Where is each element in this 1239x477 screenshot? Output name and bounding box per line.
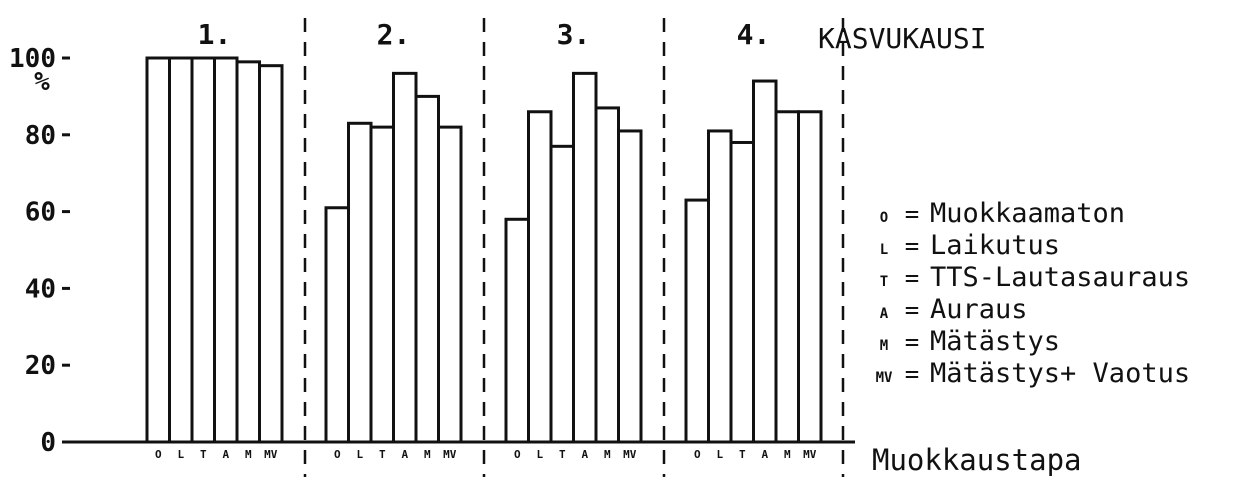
legend-entry: M = Mätästys — [880, 326, 1060, 357]
bar-group: 1. O L T A M MV — [145, 18, 284, 461]
category-tick-label: O — [334, 448, 341, 461]
category-tick-label: T — [559, 448, 566, 461]
category-tick-label: O — [514, 448, 521, 461]
legend-entry: O = Muokkaamaton — [880, 198, 1125, 229]
category-tick-label: M — [424, 448, 431, 461]
bar — [707, 129, 733, 444]
bar — [774, 110, 800, 444]
category-tick-label: MV — [443, 448, 457, 461]
bar — [213, 56, 239, 444]
x-axis-label: Muokkaustapa — [872, 443, 1082, 477]
legend-equals: = — [905, 200, 919, 228]
legend-equals: = — [905, 328, 919, 356]
category-tick-label: A — [401, 448, 408, 461]
bar — [729, 140, 755, 444]
category-tick-label: M — [604, 448, 611, 461]
category-tick-label: A — [222, 448, 229, 461]
bar — [527, 110, 553, 444]
y-unit-label: % — [34, 67, 50, 97]
category-tick-label: M — [245, 448, 252, 461]
bar — [752, 79, 778, 444]
y-tick-label: 40 — [25, 274, 56, 304]
category-tick-label: M — [784, 448, 791, 461]
legend-text: Mätästys+ Vaotus — [930, 358, 1190, 389]
legend-entry: MV = Mätästys+ Vaotus — [876, 358, 1191, 389]
category-tick-label: L — [536, 448, 543, 461]
bar — [168, 56, 194, 444]
bar — [190, 56, 216, 444]
axis-layer: % KASVUKAUSI Muokkaustapa 0 20 40 60 80 100 — [9, 18, 1082, 477]
legend-entry: L = Laikutus — [880, 230, 1060, 261]
legend-text: TTS-Lautasauraus — [930, 262, 1190, 293]
legend-code: O — [880, 210, 888, 226]
bar — [617, 129, 643, 444]
category-tick-label: O — [155, 448, 162, 461]
legend-text: Mätästys — [930, 326, 1060, 357]
y-tick-label: 0 — [40, 428, 56, 458]
group-label: 3. — [557, 18, 591, 51]
legend-code: M — [880, 338, 888, 354]
legend-code: MV — [876, 370, 893, 386]
category-tick-label: MV — [803, 448, 817, 461]
bar — [504, 217, 530, 444]
bar — [414, 94, 440, 444]
bar-group: 2. O L T A M MV — [324, 18, 463, 461]
category-tick-label: L — [716, 448, 723, 461]
legend: O = Muokkaamaton L = Laikutus T = TTS-Lautasaura… — [876, 198, 1191, 389]
y-tick-label: 20 — [25, 351, 56, 381]
legend-code: A — [880, 306, 889, 322]
category-tick-label: T — [739, 448, 746, 461]
bar-group: 4. O L T A M MV — [684, 18, 823, 461]
legend-equals: = — [905, 232, 919, 260]
legend-text: Auraus — [930, 294, 1028, 325]
category-tick-label: T — [379, 448, 386, 461]
legend-code: L — [880, 242, 888, 258]
season-header: KASVUKAUSI — [818, 22, 987, 55]
category-tick-label: L — [177, 448, 184, 461]
bar — [797, 110, 823, 444]
y-tick-label: 100 — [9, 44, 56, 74]
bar — [572, 71, 598, 444]
legend-text: Muokkaamaton — [930, 198, 1125, 229]
bar — [235, 60, 261, 444]
bar — [145, 56, 171, 444]
bar — [369, 125, 395, 444]
legend-equals: = — [905, 360, 919, 388]
category-tick-label: A — [581, 448, 588, 461]
group-label: 4. — [737, 18, 771, 51]
legend-entry: A = Auraus — [880, 294, 1028, 325]
legend-equals: = — [905, 296, 919, 324]
legend-equals: = — [905, 264, 919, 292]
group-label: 1. — [198, 18, 232, 51]
bar — [684, 198, 710, 444]
category-tick-label: O — [694, 448, 701, 461]
bar — [347, 121, 373, 444]
bar-group: 3. O L T A M MV — [504, 18, 643, 461]
y-tick-label: 80 — [25, 121, 56, 151]
category-tick-label: MV — [623, 448, 637, 461]
category-tick-label: T — [200, 448, 207, 461]
y-tick-label: 60 — [25, 198, 56, 228]
legend-code: T — [880, 274, 888, 290]
category-tick-label: A — [761, 448, 768, 461]
bar — [324, 206, 350, 444]
bar — [594, 106, 620, 444]
bar — [549, 144, 575, 444]
group-label: 2. — [377, 18, 411, 51]
category-tick-label: MV — [264, 448, 278, 461]
bar — [437, 125, 463, 444]
legend-entry: T = TTS-Lautasauraus — [880, 262, 1190, 293]
bar — [392, 71, 418, 444]
bar — [258, 64, 284, 444]
category-tick-label: L — [356, 448, 363, 461]
bars-layer: 1. O L T A M MV 2. O L T A M MV 3. O L T A M MV 4. O L T A M MV — [145, 18, 823, 461]
legend-text: Laikutus — [930, 230, 1060, 261]
